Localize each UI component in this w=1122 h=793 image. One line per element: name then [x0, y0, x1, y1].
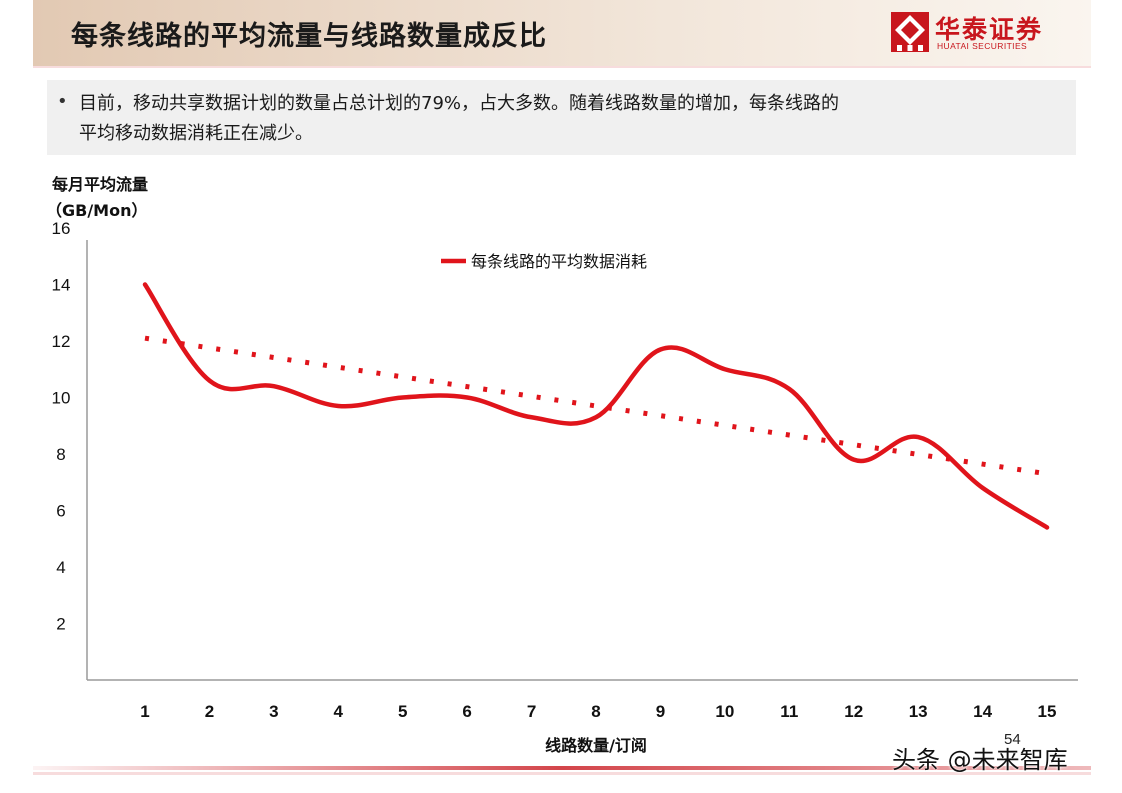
logo-english-name: HUATAI SECURITIES	[937, 41, 1028, 51]
summary-line-1: 目前，移动共享数据计划的数量占总计划的79%，占大多数。随着线路数量的增加，每条…	[79, 93, 840, 114]
bullet-icon: •	[57, 91, 68, 112]
trend-line	[144, 335, 1048, 477]
header-divider	[33, 66, 1091, 68]
page-title: 每条线路的平均流量与线路数量成反比	[71, 21, 547, 52]
legend-label: 每条线路的平均数据消耗	[471, 252, 647, 271]
x-tick-label: 13	[909, 702, 928, 721]
logo-chinese-name: 华泰证券	[935, 15, 1044, 44]
x-tick-label: 6	[462, 702, 471, 721]
summary-text: 目前，移动共享数据计划的数量占总计划的79%，占大多数。随着线路数量的增加，每条…	[79, 89, 1069, 149]
x-tick-labels: 1 2 3 4 5 6 7 8 9 10 11 12 13 14 15	[140, 702, 1056, 721]
header-bar: 每条线路的平均流量与线路数量成反比 华泰证券 HUATAI SECURITIES	[33, 0, 1091, 66]
x-tick-label: 3	[269, 702, 278, 721]
x-tick-label: 10	[715, 702, 734, 721]
y-tick-label: 2	[56, 615, 65, 634]
x-tick-label: 12	[844, 702, 863, 721]
huatai-logo-icon	[891, 12, 929, 52]
x-tick-label: 15	[1038, 702, 1057, 721]
y-axis-label-line-1: 每月平均流量	[52, 175, 148, 194]
series-line	[142, 282, 1050, 530]
x-tick-label: 14	[973, 702, 992, 721]
x-tick-label: 4	[334, 702, 344, 721]
y-tick-label: 4	[56, 558, 65, 577]
x-tick-label: 5	[398, 702, 407, 721]
x-axis-label: 线路数量/订阅	[545, 736, 647, 755]
x-tick-label: 8	[591, 702, 600, 721]
y-axis-label-line-2: （GB/Mon）	[46, 201, 147, 220]
y-tick-label: 16	[52, 219, 71, 238]
summary-box: • 目前，移动共享数据计划的数量占总计划的79%，占大多数。随着线路数量的增加，…	[47, 80, 1076, 155]
legend: 每条线路的平均数据消耗	[441, 252, 647, 271]
y-tick-label: 12	[52, 332, 71, 351]
company-logo: 华泰证券 HUATAI SECURITIES	[891, 10, 1061, 56]
y-tick-label: 6	[56, 502, 65, 521]
y-tick-labels: 16 14 12 10 8 6 4 2	[52, 219, 71, 634]
y-tick-label: 10	[52, 389, 71, 408]
summary-line-2: 平均移动数据消耗正在减少。	[79, 123, 313, 144]
x-tick-label: 1	[140, 702, 149, 721]
footer-stripe	[33, 766, 1091, 775]
page-number: 54	[1004, 731, 1021, 748]
y-tick-label: 8	[56, 445, 65, 464]
watermark: 头条 @未来智库	[892, 746, 1068, 774]
x-tick-label: 2	[205, 702, 214, 721]
y-tick-label: 14	[52, 276, 71, 295]
x-tick-label: 7	[527, 702, 536, 721]
x-tick-label: 9	[656, 702, 665, 721]
x-tick-label: 11	[780, 702, 798, 721]
